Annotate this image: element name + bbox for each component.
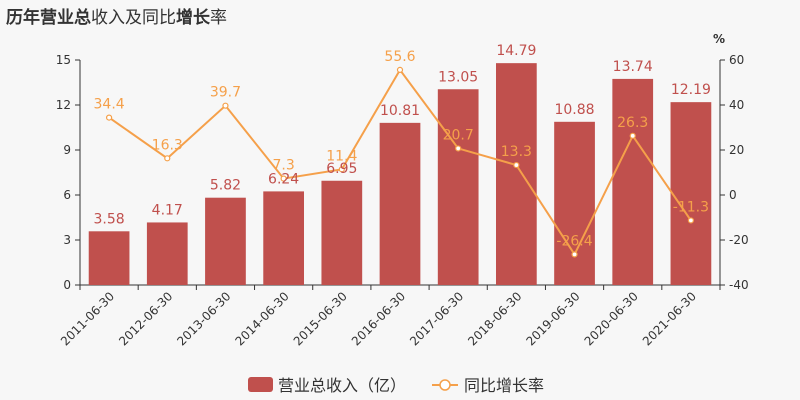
growth-point	[396, 66, 404, 74]
legend-bar-swatch	[248, 377, 273, 392]
growth-point	[280, 175, 287, 182]
title-part: 率	[210, 8, 227, 28]
growth-point	[455, 145, 462, 152]
bar	[146, 222, 188, 285]
growth-point	[338, 166, 345, 173]
growth-value-label: 34.4	[94, 97, 125, 113]
x-tick-label: 2018-06-30	[465, 289, 524, 348]
growth-point	[571, 251, 578, 258]
x-tick-label: 2017-06-30	[407, 289, 466, 348]
chart-title: 历年营业总收入及同比增长率	[6, 3, 227, 28]
x-tick-label: 2021-06-30	[640, 289, 699, 348]
x-tick-label: 2012-06-30	[116, 289, 175, 348]
growth-value-label: 7.3	[273, 158, 295, 174]
bar-value-label: 10.88	[554, 102, 594, 118]
x-tick-label: 2019-06-30	[523, 289, 582, 348]
legend-bar-label: 营业总收入（亿）	[278, 376, 406, 395]
y-right-tick-label: -40	[729, 278, 749, 292]
bar	[205, 197, 246, 285]
bar	[554, 121, 595, 285]
y-right-axis-label: %	[713, 32, 725, 46]
growth-value-label: 16.3	[152, 137, 183, 153]
x-tick-label: 2015-06-30	[291, 289, 350, 348]
x-tick-label: 2016-06-30	[349, 289, 408, 348]
bar	[612, 78, 654, 286]
bar-value-label: 3.58	[94, 211, 125, 227]
bar	[88, 231, 130, 285]
title-part: 收入及同比	[91, 8, 176, 28]
growth-point	[687, 217, 695, 224]
y-right-tick-label: 20	[729, 143, 744, 157]
bar-value-label: 13.05	[438, 69, 478, 85]
growth-point	[164, 155, 171, 162]
y-left-tick-label: 15	[56, 53, 71, 67]
bar	[670, 102, 712, 286]
y-left-tick-label: 9	[63, 143, 71, 157]
y-right-tick-label: -20	[729, 233, 749, 247]
bar-value-label: 6.24	[268, 171, 299, 187]
growth-value-label: -11.3	[673, 199, 709, 215]
y-right-tick-label: 60	[729, 53, 744, 67]
legend-line-label: 同比增长率	[464, 376, 544, 395]
x-tick-label: 2014-06-30	[233, 289, 292, 348]
growth-value-label: 26.3	[617, 115, 648, 131]
x-tick-label: 2013-06-30	[174, 289, 233, 348]
bar-value-label: 5.82	[210, 178, 241, 194]
bar	[437, 89, 479, 285]
y-left-tick-label: 0	[63, 278, 71, 292]
x-tick-label: 2011-06-30	[58, 289, 117, 348]
title-part: 历年	[6, 8, 40, 28]
growth-value-label: 13.3	[501, 144, 532, 160]
growth-value-label: 39.7	[210, 85, 241, 101]
growth-point	[629, 132, 636, 139]
bar-value-label: 4.17	[152, 202, 183, 218]
y-left-tick-label: 12	[56, 98, 71, 112]
bar	[263, 191, 304, 285]
y-left-tick-label: 6	[63, 188, 71, 202]
y-right-tick-label: 0	[729, 188, 737, 202]
growth-point	[513, 161, 520, 169]
legend-line-marker	[439, 379, 451, 391]
x-tick-label: 2020-06-30	[582, 289, 641, 348]
growth-point	[222, 102, 229, 109]
growth-point	[105, 114, 113, 121]
title-part: 增长	[176, 8, 210, 28]
bar	[379, 122, 421, 285]
bar-value-label: 13.74	[613, 59, 653, 75]
growth-value-label: 11.4	[326, 148, 357, 164]
bar-value-label: 14.79	[496, 43, 536, 59]
y-right-tick-label: 40	[729, 98, 744, 112]
growth-value-label: -26.4	[556, 233, 592, 249]
bar-value-label: 10.81	[380, 103, 420, 119]
bar	[496, 63, 537, 286]
growth-value-label: 55.6	[384, 49, 415, 65]
growth-value-label: 20.7	[443, 127, 474, 143]
bar	[321, 180, 363, 285]
title-part: 营业总	[40, 8, 91, 28]
y-left-tick-label: 3	[63, 233, 71, 247]
bar-value-label: 6.95	[326, 161, 357, 177]
bar-value-label: 12.19	[671, 82, 711, 98]
